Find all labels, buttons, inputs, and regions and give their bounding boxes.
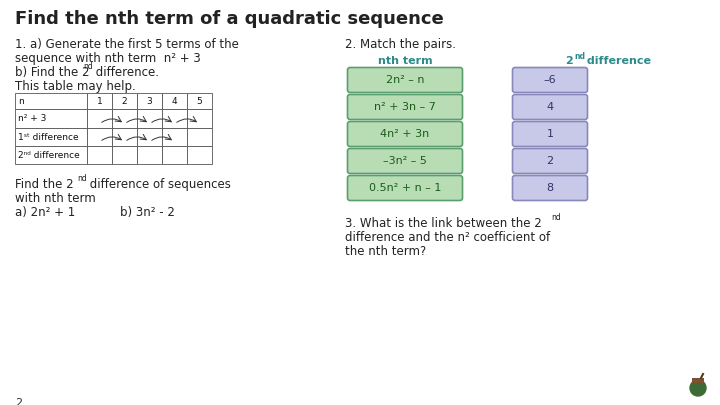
FancyBboxPatch shape [348,94,462,119]
FancyBboxPatch shape [348,175,462,200]
FancyBboxPatch shape [513,94,588,119]
Bar [162,109,187,128]
Text: with nth term: with nth term [15,192,96,205]
Bar [87,109,112,128]
Circle shape [690,380,706,396]
Text: 1. a) Generate the first 5 terms of the: 1. a) Generate the first 5 terms of the [15,38,239,51]
Text: 2: 2 [122,96,127,105]
Text: nth term: nth term [378,56,432,66]
Text: –6: –6 [544,75,557,85]
Text: b) Find the 2: b) Find the 2 [15,66,89,79]
Bar [112,93,137,109]
Text: 4: 4 [171,96,177,105]
Bar [87,146,112,164]
Text: a) 2n² + 1: a) 2n² + 1 [15,206,76,219]
Text: 5: 5 [197,96,202,105]
Text: 4: 4 [546,102,554,112]
Text: n² + 3: n² + 3 [18,114,46,123]
Bar [15,146,87,164]
Text: difference.: difference. [92,66,159,79]
Text: 2: 2 [15,398,22,405]
Bar [137,146,162,164]
Bar [137,93,162,109]
Bar [15,109,87,128]
Text: the nth term?: the nth term? [345,245,426,258]
Text: nd: nd [77,174,86,183]
Text: 3. What is the link between the 2: 3. What is the link between the 2 [345,217,541,230]
Text: n² + 3n – 7: n² + 3n – 7 [374,102,436,112]
Bar [162,93,187,109]
Bar [162,128,187,146]
Text: nd: nd [83,62,93,71]
Text: 0.5n² + n – 1: 0.5n² + n – 1 [369,183,441,193]
Bar [112,146,137,164]
Bar [15,128,87,146]
Text: 2: 2 [565,56,572,66]
Text: 3: 3 [147,96,153,105]
FancyBboxPatch shape [513,175,588,200]
Bar [692,378,704,383]
Bar [187,146,212,164]
Bar [15,93,87,109]
Text: n: n [18,96,24,105]
Text: 1: 1 [546,129,554,139]
FancyBboxPatch shape [348,122,462,147]
Bar [87,93,112,109]
FancyBboxPatch shape [348,68,462,92]
Bar [112,128,137,146]
Text: Find the 2: Find the 2 [15,178,73,191]
FancyBboxPatch shape [513,122,588,147]
Text: Find the nth term of a quadratic sequence: Find the nth term of a quadratic sequenc… [15,10,444,28]
Text: 1ˢᵗ difference: 1ˢᵗ difference [18,132,78,141]
Text: 1: 1 [96,96,102,105]
Bar [187,128,212,146]
Text: 2. Match the pairs.: 2. Match the pairs. [345,38,456,51]
Text: difference: difference [583,56,651,66]
Text: difference and the n² coefficient of: difference and the n² coefficient of [345,231,550,244]
FancyBboxPatch shape [513,149,588,173]
Text: difference of sequences: difference of sequences [86,178,231,191]
Text: b) 3n² - 2: b) 3n² - 2 [120,206,175,219]
Bar [87,128,112,146]
Bar [112,109,137,128]
Text: –3n² – 5: –3n² – 5 [383,156,427,166]
Text: 4n² + 3n: 4n² + 3n [380,129,430,139]
FancyBboxPatch shape [513,68,588,92]
FancyBboxPatch shape [348,149,462,173]
Text: 2n² – n: 2n² – n [386,75,424,85]
Text: 8: 8 [546,183,554,193]
Bar [187,109,212,128]
Text: This table may help.: This table may help. [15,80,136,93]
Text: 2ⁿᵈ difference: 2ⁿᵈ difference [18,151,80,160]
Text: 2: 2 [546,156,554,166]
Bar [162,146,187,164]
Bar [137,109,162,128]
Bar [187,93,212,109]
Text: nd: nd [574,52,585,61]
Text: sequence with nth term  n² + 3: sequence with nth term n² + 3 [15,52,201,65]
Bar [137,128,162,146]
Text: nd: nd [551,213,561,222]
